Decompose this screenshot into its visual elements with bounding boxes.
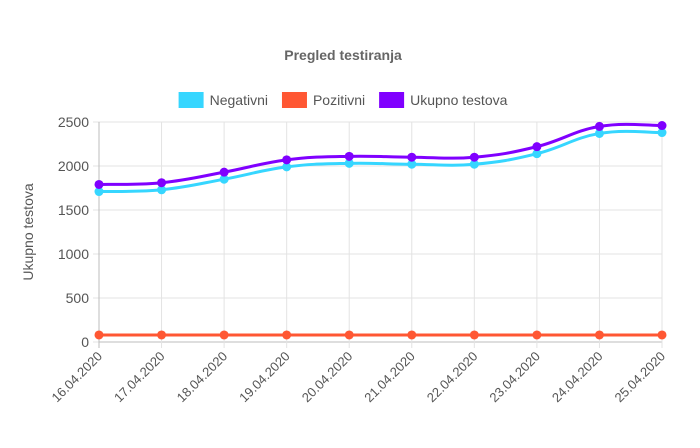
data-point[interactable] (282, 162, 292, 172)
data-point[interactable] (532, 149, 542, 159)
data-point[interactable] (157, 330, 167, 340)
data-point[interactable] (219, 167, 229, 177)
data-point[interactable] (594, 128, 604, 138)
series-group (94, 121, 667, 340)
series-line (98, 122, 663, 186)
y-tick-label: 2500 (58, 114, 89, 130)
data-point[interactable] (657, 330, 667, 340)
data-point[interactable] (157, 178, 167, 188)
x-tick-label: 17.04.2020 (111, 349, 168, 406)
y-tick-label: 500 (66, 290, 90, 306)
series-line (98, 129, 663, 194)
x-tick-label: 20.04.2020 (299, 349, 356, 406)
legend-label: Negativni (210, 92, 268, 108)
x-tick-label: 23.04.2020 (486, 349, 543, 406)
series-2 (94, 121, 667, 189)
x-tick-label: 18.04.2020 (174, 349, 231, 406)
data-point[interactable] (532, 142, 542, 152)
series-1 (94, 330, 667, 340)
legend-swatch (379, 92, 405, 108)
data-point[interactable] (219, 330, 229, 340)
x-tick-label: 22.04.2020 (424, 349, 481, 406)
data-point[interactable] (282, 155, 292, 165)
x-tick-label: 25.04.2020 (611, 349, 668, 406)
grid-lines (93, 121, 663, 348)
y-tick-label: 2000 (58, 158, 89, 174)
legend-item[interactable]: Pozitivni (281, 92, 365, 108)
data-point[interactable] (657, 121, 667, 131)
chart-title: Pregled testiranja (284, 47, 402, 63)
data-point[interactable] (594, 121, 604, 131)
data-point[interactable] (469, 152, 479, 162)
data-point[interactable] (532, 330, 542, 340)
legend[interactable]: Negativni Pozitivni Ukupno testova (178, 92, 508, 108)
y-tick-label: 1000 (58, 246, 89, 262)
data-point[interactable] (469, 159, 479, 169)
x-tick-label: 21.04.2020 (361, 349, 418, 406)
legend-label: Ukupno testova (410, 92, 507, 108)
legend-item[interactable]: Ukupno testova (379, 92, 508, 108)
data-point[interactable] (219, 174, 229, 184)
y-axis-label: Ukupno testova (20, 183, 36, 280)
data-point[interactable] (94, 187, 104, 197)
data-point[interactable] (344, 158, 354, 168)
data-point[interactable] (407, 330, 417, 340)
legend-label: Pozitivni (313, 92, 365, 108)
data-point[interactable] (594, 330, 604, 340)
y-tick-label: 0 (81, 334, 89, 350)
x-axis-ticks: 16.04.2020 17.04.2020 18.04.2020 19.04.2020… (48, 349, 668, 406)
data-point[interactable] (344, 330, 354, 340)
x-tick-label: 24.04.2020 (549, 349, 606, 406)
data-point[interactable] (469, 330, 479, 340)
data-point[interactable] (407, 152, 417, 162)
legend-swatch (178, 92, 204, 108)
data-point[interactable] (344, 151, 354, 161)
x-tick-label: 16.04.2020 (48, 349, 105, 406)
data-point[interactable] (94, 330, 104, 340)
y-axis-ticks: 0 500 1000 1500 2000 2500 (58, 114, 89, 350)
legend-item[interactable]: Negativni (178, 92, 268, 108)
data-point[interactable] (157, 185, 167, 195)
x-tick-label: 19.04.2020 (236, 349, 293, 406)
legend-swatch (281, 92, 307, 108)
series-0 (94, 128, 667, 197)
data-point[interactable] (657, 128, 667, 138)
data-point[interactable] (94, 179, 104, 189)
data-point[interactable] (407, 159, 417, 169)
y-tick-label: 1500 (58, 202, 89, 218)
data-point[interactable] (282, 330, 292, 340)
